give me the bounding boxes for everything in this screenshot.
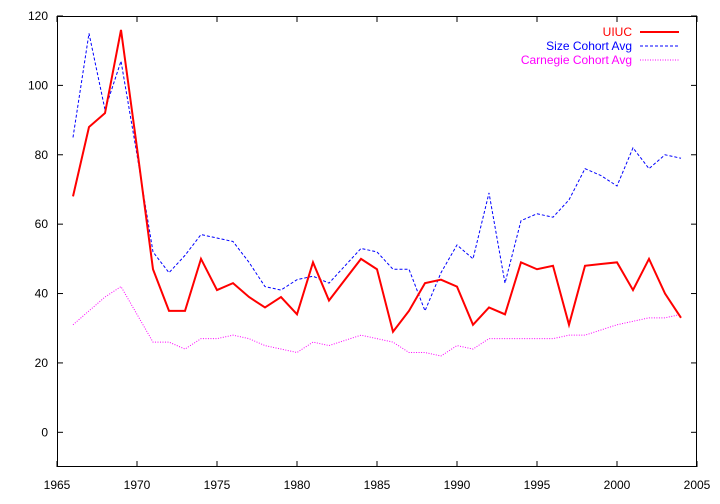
legend-label: Carnegie Cohort Avg xyxy=(521,53,632,67)
y-tick-label: 60 xyxy=(35,217,49,231)
legend-label: Size Cohort Avg xyxy=(546,39,632,53)
x-tick-label: 1990 xyxy=(444,478,471,492)
y-tick-label: 0 xyxy=(41,425,48,439)
y-tick-label: 100 xyxy=(28,78,48,92)
series-layer xyxy=(72,29,682,357)
legend-label: UIUC xyxy=(603,25,633,39)
series-line-uiuc xyxy=(72,29,682,334)
x-tick-label: 2005 xyxy=(684,478,711,492)
y-tick-label: 20 xyxy=(35,356,49,370)
series-line-size-cohort-avg xyxy=(72,33,682,313)
x-tick-label: 2000 xyxy=(604,478,631,492)
x-tick-label: 1995 xyxy=(524,478,551,492)
axis-ticks: 1965 1970 1975 1980 1985 1990 1995 2000 2005 0 20 4… xyxy=(28,9,711,492)
y-tick-label: 40 xyxy=(35,287,49,301)
x-tick-label: 1970 xyxy=(124,478,151,492)
series-line-carnegie-cohort-avg xyxy=(72,285,682,357)
plot-frame xyxy=(57,16,697,467)
y-tick-label: 120 xyxy=(28,9,48,23)
x-tick-label: 1965 xyxy=(44,478,71,492)
x-tick-label: 1985 xyxy=(364,478,391,492)
x-tick-label: 1980 xyxy=(284,478,311,492)
x-tick-label: 1975 xyxy=(204,478,231,492)
y-tick-label: 80 xyxy=(35,148,49,162)
